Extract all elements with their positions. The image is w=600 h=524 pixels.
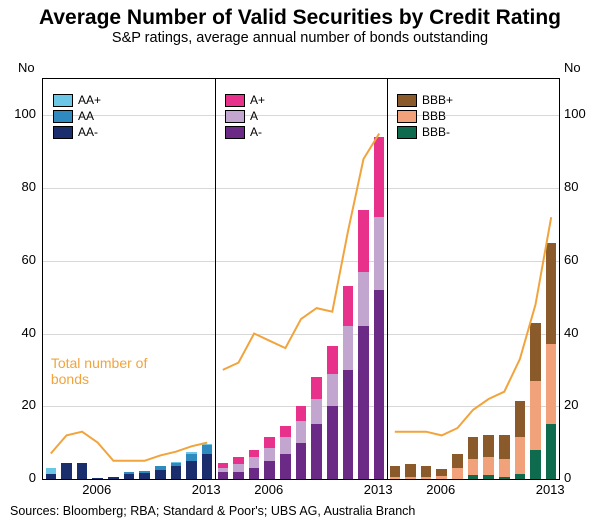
y-tick-left: 80 (0, 179, 36, 194)
legend-swatch (53, 110, 73, 123)
y-tick-left: 20 (0, 397, 36, 412)
legend-swatch (397, 126, 417, 139)
y-tick-right: 60 (564, 252, 578, 267)
legend-label: BBB- (422, 125, 450, 139)
legend-label: A (250, 109, 258, 123)
y-tick-right: 0 (564, 470, 571, 485)
legend-label: A- (250, 125, 262, 139)
legend-label: BBB (422, 109, 446, 123)
legend-label: AA (78, 109, 94, 123)
x-tick: 2013 (364, 482, 393, 497)
legend-label: AA- (78, 125, 98, 139)
legend-swatch (53, 94, 73, 107)
legend-label: BBB+ (422, 93, 453, 107)
legend-swatch (225, 94, 245, 107)
chart-container: Average Number of Valid Securities by Cr… (0, 0, 600, 524)
y-tick-right: 40 (564, 325, 578, 340)
legend-item: BBB+ (397, 93, 453, 107)
x-tick: 2013 (192, 482, 221, 497)
chart-title: Average Number of Valid Securities by Cr… (0, 0, 600, 30)
legend-item: BBB (397, 109, 453, 123)
legend-swatch (53, 126, 73, 139)
legend-item: A- (225, 125, 265, 139)
legend-swatch (225, 126, 245, 139)
sources-text: Sources: Bloomberg; RBA; Standard & Poor… (10, 504, 415, 518)
y-tick-left: 40 (0, 325, 36, 340)
legend-label: A+ (250, 93, 265, 107)
legend-item: A (225, 109, 265, 123)
x-tick: 2006 (82, 482, 111, 497)
legend: AA+ AA AA- (53, 93, 101, 141)
x-tick: 2013 (536, 482, 565, 497)
legend: BBB+ BBB BBB- (397, 93, 453, 141)
legend-item: BBB- (397, 125, 453, 139)
legend: A+ A A- (225, 93, 265, 141)
y-tick-right: 80 (564, 179, 578, 194)
legend-swatch (397, 110, 417, 123)
legend-item: AA+ (53, 93, 101, 107)
x-tick: 2006 (426, 482, 455, 497)
y-tick-left: 0 (0, 470, 36, 485)
y-axis-label-right: No (564, 60, 581, 75)
plot-area: AA+AAAA-A+AA-BBB+BBBBBB-Total number of … (42, 78, 560, 480)
y-axis-label-left: No (18, 60, 35, 75)
legend-item: A+ (225, 93, 265, 107)
legend-item: AA (53, 109, 101, 123)
chart-subtitle: S&P ratings, average annual number of bo… (0, 30, 600, 46)
legend-swatch (397, 94, 417, 107)
legend-item: AA- (53, 125, 101, 139)
y-tick-right: 100 (564, 106, 586, 121)
y-tick-right: 20 (564, 397, 578, 412)
legend-label: AA+ (78, 93, 101, 107)
y-tick-left: 60 (0, 252, 36, 267)
x-tick: 2006 (254, 482, 283, 497)
legend-swatch (225, 110, 245, 123)
line-annotation: Total number of bonds (51, 355, 181, 387)
y-tick-left: 100 (0, 106, 36, 121)
